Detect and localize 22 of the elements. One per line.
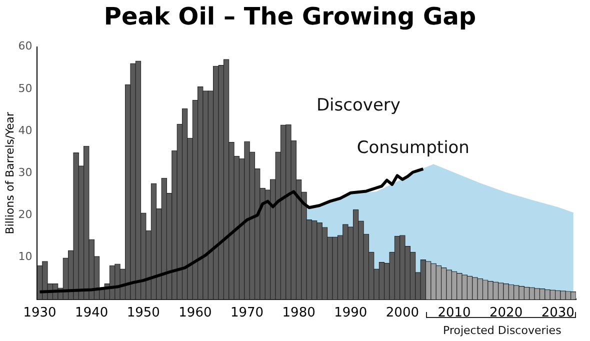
x-tick-label: 1970 [230,306,264,321]
x-tick-label: 1930 [23,306,56,321]
x-tick-label: 1960 [178,306,212,321]
x-tick-label: 1940 [75,306,108,321]
y-axis-title: Billions of Barrels/Year [3,112,16,234]
y-tick-label: 10 [18,250,32,264]
y-tick-label: 40 [18,124,32,137]
series-label: Consumption [356,138,470,158]
y-tick-label: 50 [18,82,32,95]
series-label: Discovery [316,96,400,116]
y-tick-label: 20 [18,208,32,222]
text: Projected Discoveries [443,324,562,337]
y-tick-label: 60 [18,40,32,53]
x-tick-label: 1990 [334,306,368,321]
y-tick-label: 30 [18,166,32,179]
x-tick-label: 2010 [438,306,471,321]
chart-title: Peak Oil – The Growing Gap [104,2,476,31]
x-tick-label: 2000 [386,306,419,321]
x-tick-label: 1980 [282,306,316,321]
x-tick-label: 2030 [541,306,574,321]
x-tick-label: 1950 [126,306,160,321]
x-tick-label: 2020 [490,306,523,321]
